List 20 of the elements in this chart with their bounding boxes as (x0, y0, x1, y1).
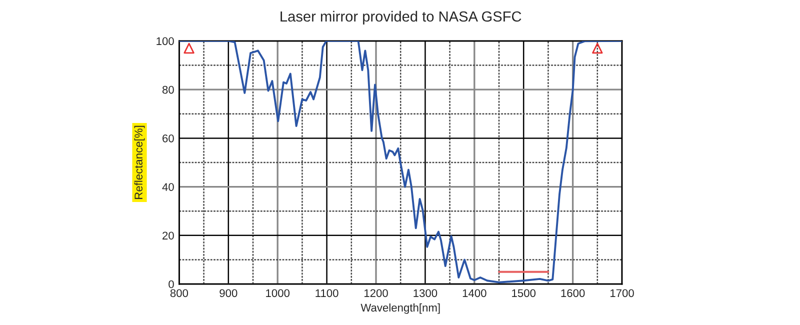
x-tick-label: 800 (170, 289, 188, 298)
y-tick-label: 20 (162, 232, 174, 240)
x-tick-label: 1600 (561, 289, 585, 298)
x-tick-label: 1400 (462, 289, 486, 298)
y-tick-label: 100 (156, 37, 174, 46)
y-tick-label: 80 (162, 86, 174, 94)
x-tick-label: 1000 (266, 289, 290, 298)
y-axis-title: Reflectance[%] (134, 126, 145, 199)
x-tick-label: 1700 (610, 289, 634, 298)
line-series (179, 40, 622, 284)
x-tick-label: 1100 (316, 289, 338, 298)
x-tick-label: 1200 (364, 289, 388, 298)
x-axis-title: Wavelength[nm] (360, 303, 440, 314)
x-tick-label: 1500 (512, 289, 536, 298)
y-tick-label: 60 (162, 134, 174, 142)
y-tick-label: 0 (168, 280, 174, 288)
y-tick-label: 40 (162, 183, 174, 191)
chart-title: Laser mirror provided to NASA GSFC (280, 10, 522, 25)
x-tick-label: 1300 (414, 289, 438, 298)
x-tick-label: 900 (220, 289, 238, 298)
